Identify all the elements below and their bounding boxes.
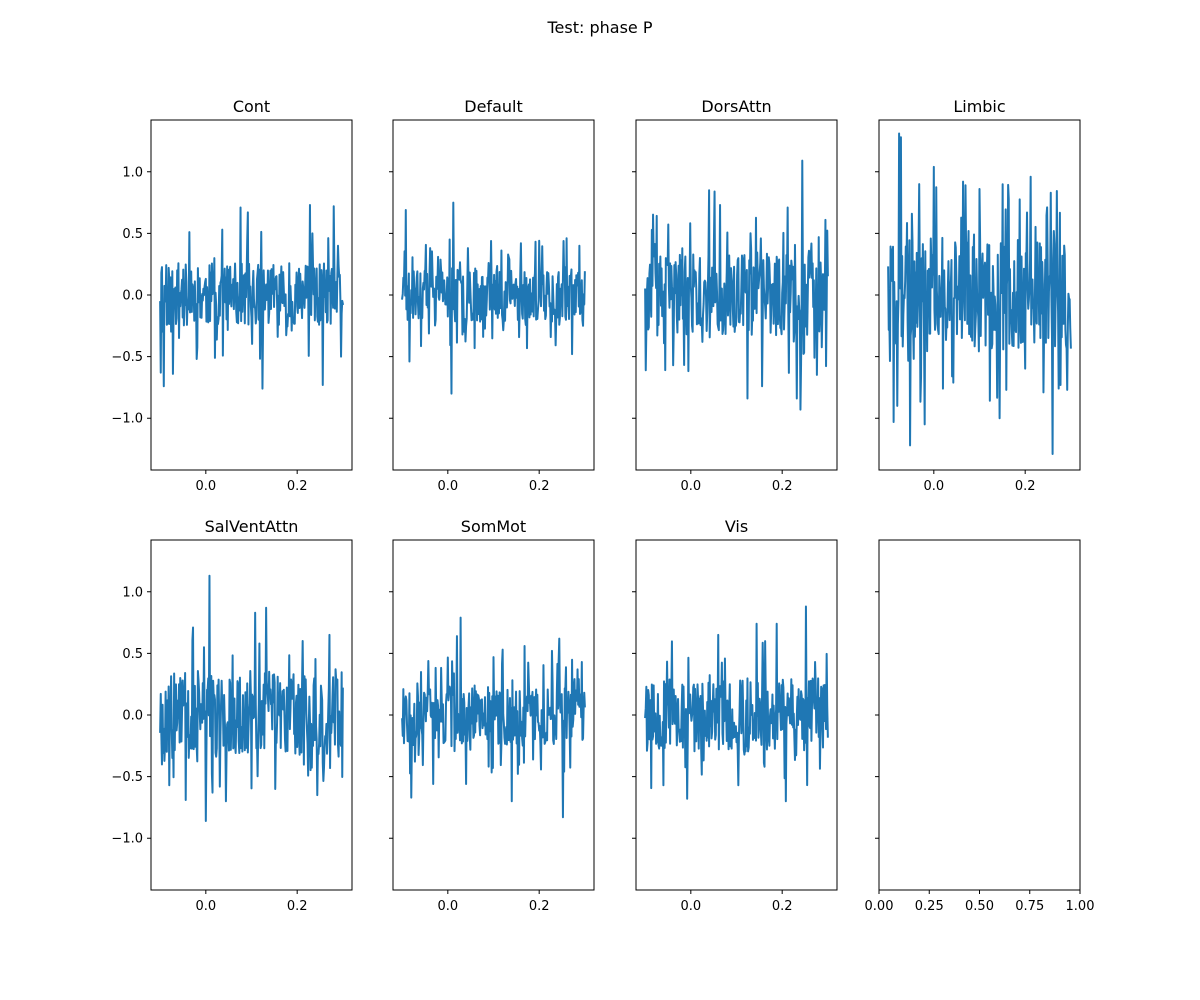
- subplot-dorsattn: DorsAttn 0.0 0.2: [632, 97, 838, 494]
- axes-frame: [878, 539, 1081, 891]
- x-tick-label: 0.50: [965, 899, 994, 914]
- series-line: [887, 132, 1072, 455]
- subplot-vis: Vis 0.0 0.2: [632, 517, 838, 914]
- x-tick-label: 0.0: [923, 479, 944, 494]
- y-tick-label: 0.5: [122, 227, 143, 242]
- x-tick-label: 0.0: [195, 899, 216, 914]
- x-tick-label: 0.2: [772, 899, 793, 914]
- panel-title: DorsAttn: [701, 97, 771, 116]
- panels-grid: Cont 0.0 0.2 1.0 0.5 0.0 −0.5 −1.0 Default 0.0 0.2…: [111, 97, 1094, 914]
- y-tick-label: 1.0: [122, 585, 143, 600]
- x-tick-label: 0.2: [529, 899, 550, 914]
- subplot-sommot: SomMot 0.0 0.2: [389, 517, 595, 914]
- subplot-empty: 0.00 0.25 0.50 0.75 1.00: [865, 539, 1095, 914]
- subplot-default: Default 0.0 0.2: [389, 97, 595, 494]
- x-tick-label: 0.0: [195, 479, 216, 494]
- x-tick-label: 0.2: [287, 899, 308, 914]
- y-tick-label: 0.5: [122, 647, 143, 662]
- x-tick-label: 0.75: [1015, 899, 1044, 914]
- panel-title: Cont: [233, 97, 270, 116]
- subplot-limbic: Limbic 0.0 0.2: [875, 97, 1081, 494]
- subplot-cont: Cont 0.0 0.2 1.0 0.5 0.0 −0.5 −1.0: [111, 97, 353, 494]
- panel-title: Vis: [725, 517, 748, 536]
- y-tick-label: −0.5: [111, 350, 143, 365]
- x-tick-label: 0.2: [1015, 479, 1036, 494]
- x-tick-label: 0.0: [680, 899, 701, 914]
- series-line: [401, 616, 586, 819]
- series-line: [401, 201, 586, 395]
- x-tick-label: 0.0: [437, 899, 458, 914]
- y-tick-label: −0.5: [111, 770, 143, 785]
- series-line: [644, 605, 829, 803]
- x-tick-label: 0.0: [680, 479, 701, 494]
- y-tick-label: −1.0: [111, 832, 143, 847]
- x-tick-label: 0.2: [772, 479, 793, 494]
- series-line: [159, 574, 344, 822]
- series-line: [644, 159, 829, 411]
- y-tick-label: 1.0: [122, 165, 143, 180]
- chart-title: Test: phase P: [547, 18, 653, 37]
- x-tick-label: 1.00: [1066, 899, 1095, 914]
- panel-title: SalVentAttn: [205, 517, 299, 536]
- x-tick-label: 0.0: [437, 479, 458, 494]
- x-tick-label: 0.00: [865, 899, 894, 914]
- panel-title: Default: [464, 97, 522, 116]
- panel-title: SomMot: [461, 517, 526, 536]
- y-tick-label: 0.0: [122, 289, 143, 304]
- x-tick-label: 0.2: [529, 479, 550, 494]
- series-line: [159, 204, 345, 390]
- y-tick-label: −1.0: [111, 412, 143, 427]
- x-tick-label: 0.25: [915, 899, 944, 914]
- subplot-salventattn: SalVentAttn 0.0 0.2 1.0 0.5 0.0 −0.5 −1.0: [111, 517, 353, 914]
- y-tick-label: 0.0: [122, 709, 143, 724]
- panel-title: Limbic: [953, 97, 1005, 116]
- x-tick-label: 0.2: [287, 479, 308, 494]
